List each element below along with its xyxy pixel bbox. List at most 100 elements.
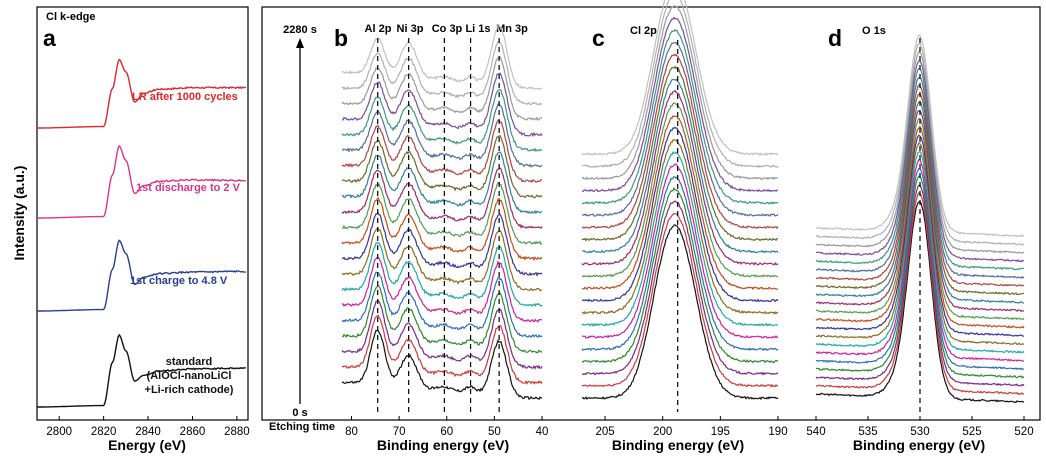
b-spectrum-21 <box>341 24 543 90</box>
b-spectrum-3 <box>341 299 543 370</box>
y-axis-label: Intensity (a.u.) <box>11 166 27 261</box>
c-spectrum-18 <box>581 16 779 193</box>
b-spectrum-16 <box>341 103 543 168</box>
curve-label-standard-3: +Li-rich cathode) <box>145 384 234 396</box>
panel-bcd-frame <box>261 6 1041 421</box>
c-spectrum-12 <box>581 89 779 266</box>
b-spectrum-8 <box>341 226 543 292</box>
c-spectrum-16 <box>581 41 779 217</box>
tick-label-d-525: 525 <box>962 426 981 438</box>
xanes-curve-2 <box>37 144 246 219</box>
curve-label-discharge: 1st discharge to 2 V <box>136 182 241 194</box>
tick-label-c-200: 200 <box>653 426 672 438</box>
tick-label-d-540: 540 <box>806 426 825 438</box>
d-spectrum-9 <box>815 134 1025 337</box>
curve-label-lr-1000: LR after 1000 cycles <box>132 91 238 103</box>
b-spectrum-6 <box>341 257 543 323</box>
c-spectrum-17 <box>581 28 779 205</box>
tick-label-a-2820: 2820 <box>91 426 117 438</box>
b-spectrum-10 <box>341 196 543 262</box>
b-spectrum-4 <box>342 284 543 354</box>
x-axis-label-d: Binding energy (eV) <box>853 437 985 453</box>
c-spectrum-20 <box>581 0 779 169</box>
d-spectrum-21 <box>815 34 1024 238</box>
b-spectrum-5 <box>341 271 543 339</box>
panel-letter-a: a <box>43 25 56 51</box>
spectra-layer <box>37 0 1025 408</box>
tick-label-d-520: 520 <box>1014 426 1033 438</box>
guide-lines-layer <box>377 38 921 412</box>
d-spectrum-10 <box>815 125 1025 329</box>
c-spectrum-21 <box>581 0 779 156</box>
c-spectrum-2 <box>581 212 779 388</box>
c-spectrum-4 <box>581 187 779 364</box>
panel-letter-d: d <box>828 25 842 51</box>
b-spectrum-12 <box>341 167 543 230</box>
peak-label-al2p: Al 2p <box>365 23 392 35</box>
tick-label-a-2840: 2840 <box>135 426 161 438</box>
b-spectrum-1 <box>341 329 543 401</box>
xanes-curve-1 <box>37 58 246 129</box>
b-spectrum-2 <box>341 314 543 385</box>
x-axis-label-c: Binding energy (eV) <box>612 437 744 453</box>
tick-label-c-195: 195 <box>711 426 730 438</box>
tick-label-b-60: 60 <box>440 426 453 438</box>
panel-letter-c: c <box>592 25 605 51</box>
peak-label-li1s: Li 1s <box>465 23 490 35</box>
c-spectrum-15 <box>581 53 779 230</box>
c-spectrum-3 <box>581 200 779 376</box>
d-spectrum-11 <box>815 117 1025 321</box>
panel-a-title: Cl k-edge <box>46 11 96 23</box>
d-spectrum-19 <box>815 50 1025 254</box>
c-spectrum-5 <box>581 175 779 352</box>
tick-label-a-2880: 2880 <box>224 426 250 438</box>
tick-label-b-70: 70 <box>393 426 406 438</box>
etching-time-bottom: 0 s <box>292 407 307 419</box>
etching-time-arrowhead <box>296 38 304 48</box>
curve-label-standard-1: standard <box>166 356 212 368</box>
tick-label-b-80: 80 <box>345 426 358 438</box>
panel-d-title: O 1s <box>862 25 886 37</box>
b-spectrum-15 <box>341 119 542 184</box>
b-spectrum-13 <box>341 151 543 215</box>
c-spectrum-14 <box>581 65 779 242</box>
xanes-curve-4 <box>37 333 246 408</box>
etching-time-top: 2280 s <box>283 24 317 36</box>
c-spectrum-6 <box>581 163 779 339</box>
c-spectrum-13 <box>581 78 779 254</box>
etching-time-caption: Etching time <box>269 421 335 433</box>
tick-label-a-2860: 2860 <box>180 426 206 438</box>
b-spectrum-20 <box>341 40 543 106</box>
b-spectrum-11 <box>342 181 543 246</box>
c-spectrum-9 <box>581 126 779 303</box>
b-spectrum-19 <box>341 56 543 121</box>
x-axis-label-a: Energy (eV) <box>108 437 186 453</box>
d-spectrum-20 <box>815 42 1025 246</box>
x-axis-label-b: Binding energy (eV) <box>377 437 509 453</box>
peak-label-ni3p: Ni 3p <box>397 23 424 35</box>
c-spectrum-10 <box>581 114 779 291</box>
b-spectrum-9 <box>341 211 543 277</box>
c-spectrum-19 <box>581 5 779 181</box>
tick-label-b-50: 50 <box>488 426 501 438</box>
axes-layer: 2800 2820 2840 2860 2880 80 70 60 50 40 205 200 195 1… <box>46 416 1034 438</box>
tick-label-b-40: 40 <box>536 426 549 438</box>
tick-label-c-190: 190 <box>768 426 787 438</box>
c-spectrum-11 <box>581 102 779 278</box>
tick-label-c-205: 205 <box>595 426 614 438</box>
xanes-curve-3 <box>37 239 246 312</box>
curve-label-charge: 1st charge to 4.8 V <box>130 275 228 287</box>
d-spectrum-8 <box>815 141 1025 346</box>
tick-label-d-535: 535 <box>858 426 877 438</box>
curve-label-standard-2: (AlOCl-nanoLiCl <box>147 370 232 382</box>
panel-a-frame <box>36 6 249 421</box>
b-spectrum-17 <box>341 88 543 153</box>
b-spectrum-14 <box>341 134 543 199</box>
panel-c-title: Cl 2p <box>630 25 657 37</box>
panel-letter-b: b <box>334 25 348 51</box>
c-spectrum-7 <box>581 150 779 328</box>
peak-label-co3p: Co 3p <box>432 23 463 35</box>
tick-label-a-2800: 2800 <box>46 426 72 438</box>
b-spectrum-18 <box>342 72 543 138</box>
